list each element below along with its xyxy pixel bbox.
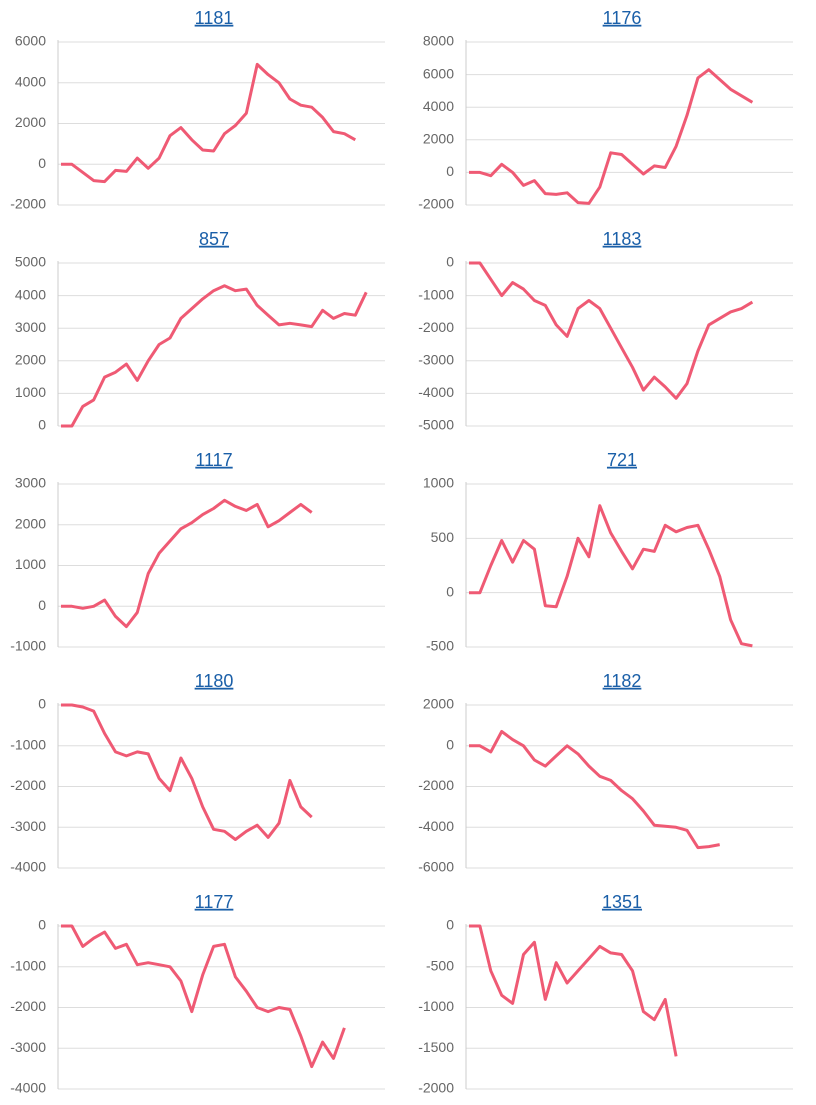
y-tick-label: -2000 (418, 777, 454, 793)
y-tick-label: -4000 (10, 1080, 46, 1096)
y-tick-label: -1000 (10, 957, 46, 973)
y-tick-label: -4000 (10, 859, 46, 875)
chart-title[interactable]: 1181 (195, 8, 234, 28)
data-line (469, 730, 720, 850)
y-tick-label: 3000 (15, 319, 46, 335)
y-tick-label: 3000 (15, 475, 46, 491)
y-tick-label: 500 (431, 529, 455, 545)
y-tick-label: 0 (446, 254, 454, 270)
y-tick-label: -500 (426, 638, 454, 654)
data-line (61, 924, 346, 1069)
chart-title[interactable]: 1182 (603, 671, 642, 691)
y-tick-label: 2000 (423, 131, 454, 147)
y-tick-label: 4000 (15, 286, 46, 302)
y-tick-label: -1000 (10, 736, 46, 752)
y-tick-label: -6000 (418, 859, 454, 875)
data-line (469, 261, 754, 400)
y-tick-label: -3000 (10, 1039, 46, 1055)
y-tick-label: -3000 (10, 818, 46, 834)
chart-title[interactable]: 721 (607, 450, 637, 470)
data-line (61, 498, 313, 629)
y-tick-label: 0 (446, 736, 454, 752)
y-tick-label: -2000 (418, 1080, 454, 1096)
y-tick-label: 0 (38, 917, 46, 933)
y-tick-label: -1500 (418, 1039, 454, 1055)
y-tick-label: 4000 (15, 73, 46, 89)
data-line (469, 68, 754, 205)
y-tick-label: 2000 (15, 352, 46, 368)
chart-title[interactable]: 1351 (602, 892, 642, 912)
y-tick-label: -1000 (10, 638, 46, 654)
chart-title[interactable]: 857 (199, 229, 229, 249)
y-tick-label: -4000 (418, 384, 454, 400)
y-tick-label: 0 (446, 163, 454, 179)
y-tick-label: -2000 (418, 196, 454, 212)
y-tick-label: -2000 (10, 998, 46, 1014)
y-tick-label: 0 (446, 583, 454, 599)
y-tick-label: 4000 (423, 98, 454, 114)
y-tick-label: 2000 (15, 114, 46, 130)
y-tick-label: -2000 (10, 196, 46, 212)
data-line (61, 62, 357, 184)
y-tick-label: 0 (38, 155, 46, 171)
y-tick-label: 2000 (423, 696, 454, 712)
data-line (469, 504, 753, 648)
y-tick-label: 5000 (15, 254, 46, 270)
y-tick-label: -3000 (418, 352, 454, 368)
y-tick-label: 1000 (423, 475, 454, 491)
y-tick-label: -1000 (418, 286, 454, 302)
y-tick-label: 6000 (15, 33, 46, 49)
y-tick-label: 1000 (15, 556, 46, 572)
data-line (61, 284, 368, 428)
y-tick-label: 6000 (423, 65, 454, 81)
chart-title[interactable]: 1183 (603, 229, 642, 249)
y-tick-label: -1000 (418, 998, 454, 1014)
chart-title[interactable]: 1177 (195, 892, 234, 912)
y-tick-label: -2000 (418, 319, 454, 335)
y-tick-label: -4000 (418, 818, 454, 834)
data-line (61, 703, 313, 841)
y-tick-label: -2000 (10, 777, 46, 793)
y-tick-label: 0 (38, 597, 46, 613)
chart-title[interactable]: 1117 (195, 450, 232, 470)
y-tick-label: 1000 (15, 384, 46, 400)
data-line (469, 924, 678, 1057)
y-tick-label: 2000 (15, 515, 46, 531)
y-tick-label: -5000 (418, 417, 454, 433)
chart-title[interactable]: 1180 (195, 671, 234, 691)
y-tick-label: 0 (446, 917, 454, 933)
y-tick-label: -500 (426, 957, 454, 973)
y-tick-label: 0 (38, 417, 46, 433)
chart-title[interactable]: 1176 (603, 8, 642, 28)
y-tick-label: 8000 (423, 33, 454, 49)
y-tick-label: 0 (38, 696, 46, 712)
